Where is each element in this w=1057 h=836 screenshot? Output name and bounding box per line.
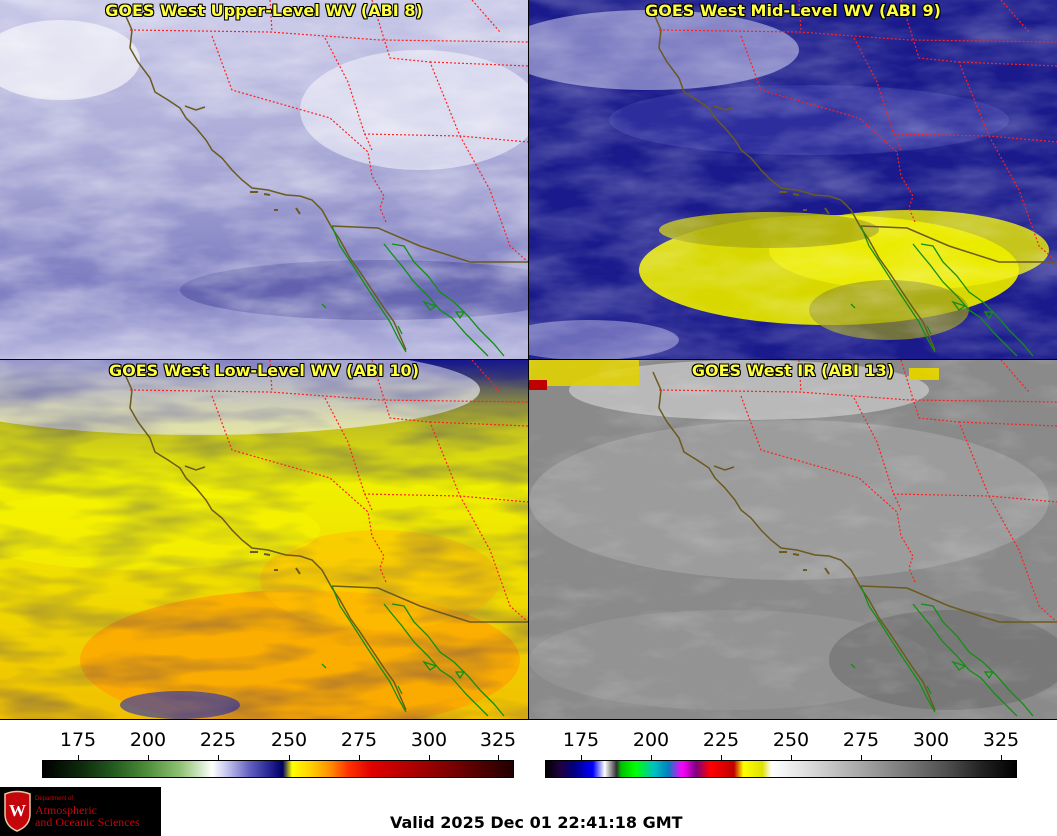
wv-tick-label: 175 — [59, 729, 97, 751]
crest-letter: W — [9, 801, 26, 820]
ir-tick-label: 175 — [562, 729, 600, 751]
ir-tick-mark — [721, 755, 722, 760]
panel-title-low: GOES West Low-Level WV (ABI 10) — [108, 361, 419, 380]
wv-tick-mark — [78, 755, 79, 760]
ir-tick-label: 275 — [842, 729, 880, 751]
wv-tick-label: 250 — [270, 729, 308, 751]
low-level-wv-image — [0, 360, 528, 719]
ir-colorbar — [545, 760, 1017, 778]
wv-tick-mark — [359, 755, 360, 760]
ir-tick-mark — [1001, 755, 1002, 760]
ir-tick-label: 225 — [702, 729, 740, 751]
ir-image — [529, 360, 1057, 719]
ir-tick-label: 250 — [772, 729, 810, 751]
logo-dept-text: Department of — [35, 796, 74, 802]
panel-mid-level-wv: GOES West Mid-Level WV (ABI 9) — [529, 0, 1057, 359]
ir-tick-mark — [651, 755, 652, 760]
wv-tick-label: 300 — [410, 729, 448, 751]
ir-tick-mark — [931, 755, 932, 760]
logo-line2-text: and Oceanic Sciences — [35, 815, 140, 829]
panel-title-mid: GOES West Mid-Level WV (ABI 9) — [645, 1, 941, 20]
panel-divider-horizontal — [0, 359, 1057, 360]
ir-tick-mark — [791, 755, 792, 760]
panel-title-upper: GOES West Upper-Level WV (ABI 8) — [105, 1, 423, 20]
panel-title-ir: GOES West IR (ABI 13) — [691, 361, 895, 380]
panel-bottom-border — [0, 719, 1057, 720]
wv-tick-mark — [289, 755, 290, 760]
wv-tick-label: 275 — [340, 729, 378, 751]
ir-tick-label: 325 — [982, 729, 1020, 751]
wv-tick-label: 325 — [479, 729, 517, 751]
ir-tick-label: 300 — [912, 729, 950, 751]
upper-level-wv-image — [0, 0, 528, 359]
panel-low-level-wv: GOES West Low-Level WV (ABI 10) — [0, 360, 528, 719]
wv-tick-mark — [498, 755, 499, 760]
panel-upper-level-wv: GOES West Upper-Level WV (ABI 8) — [0, 0, 528, 359]
wv-tick-mark — [429, 755, 430, 760]
aos-logo[interactable]: W Department of Atmospheric and Oceanic … — [0, 787, 161, 836]
logo-line1-text: Atmospheric — [35, 803, 97, 817]
valid-time: Valid 2025 Dec 01 22:41:18 GMT — [390, 813, 683, 832]
ir-tick-mark — [581, 755, 582, 760]
wv-tick-label: 225 — [199, 729, 237, 751]
ir-tick-label: 200 — [632, 729, 670, 751]
mid-level-wv-image — [529, 0, 1057, 359]
panel-ir: GOES West IR (ABI 13) — [529, 360, 1057, 719]
wv-colorbar — [42, 760, 514, 778]
wv-tick-mark — [218, 755, 219, 760]
uw-crest-icon: W — [4, 790, 31, 832]
ir-tick-mark — [861, 755, 862, 760]
wv-tick-label: 200 — [129, 729, 167, 751]
wv-tick-mark — [148, 755, 149, 760]
